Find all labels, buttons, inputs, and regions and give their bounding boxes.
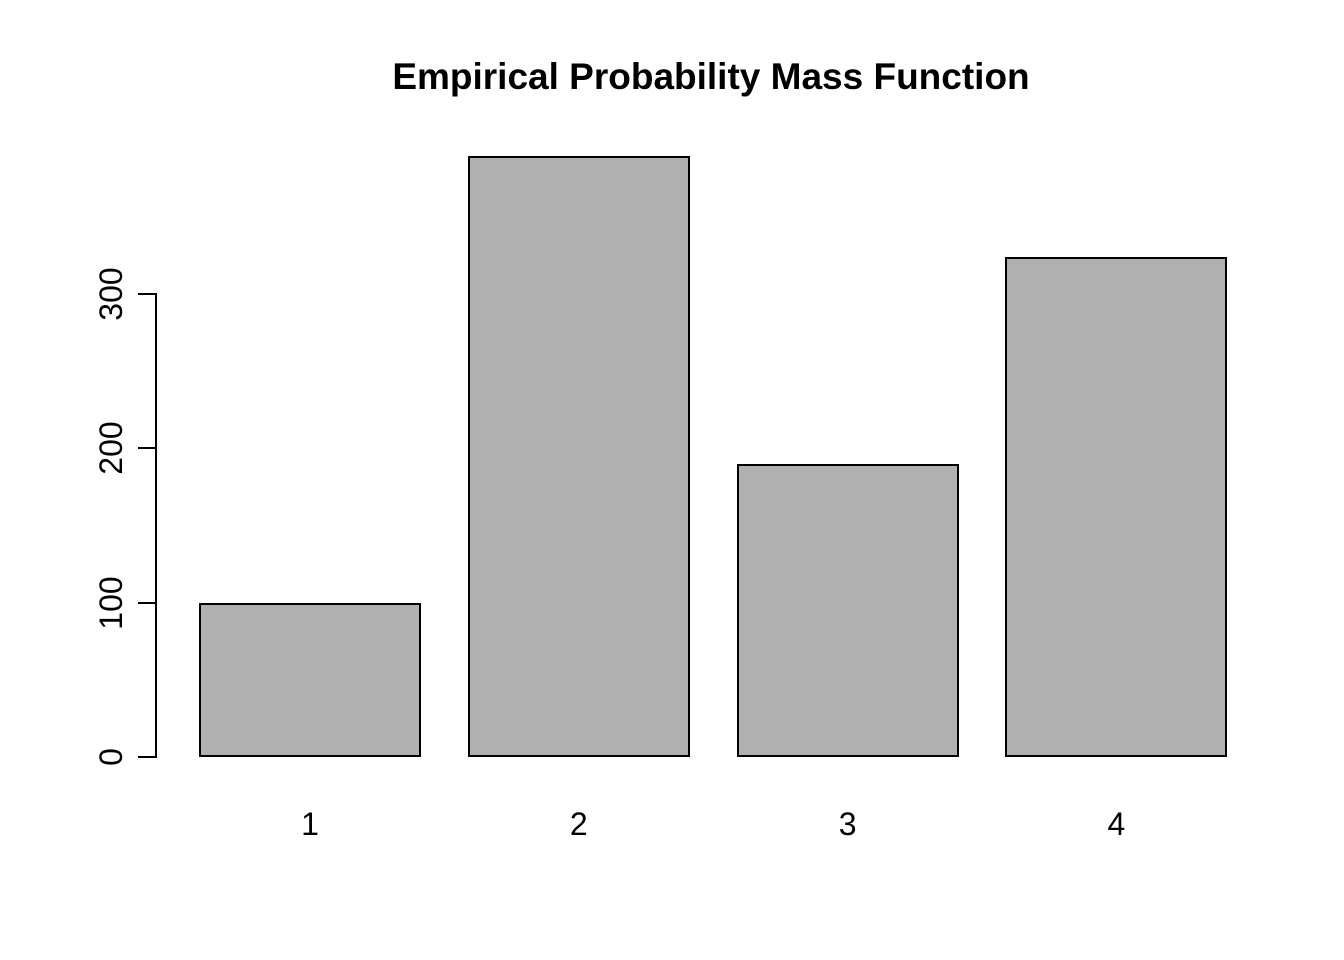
bar-4 xyxy=(1005,256,1228,757)
x-axis-label-1: 1 xyxy=(301,806,319,842)
y-axis-tick xyxy=(138,292,156,295)
y-axis-tick-label: 200 xyxy=(93,421,129,475)
y-axis-tick-label: 0 xyxy=(93,748,129,766)
bar-1 xyxy=(199,602,421,757)
bar-2 xyxy=(467,156,690,757)
y-axis-line xyxy=(155,292,157,758)
x-axis-label-2: 2 xyxy=(569,806,588,842)
y-axis-tick-label: 100 xyxy=(93,575,129,630)
bar-3 xyxy=(736,463,959,757)
y-axis-tick xyxy=(138,756,156,758)
x-axis-label-3: 3 xyxy=(838,806,857,842)
y-axis-tick-label: 300 xyxy=(93,266,129,321)
chart-title: Empirical Probability Mass Function xyxy=(392,56,1030,97)
y-axis-tick xyxy=(138,601,156,604)
x-axis-label-4: 4 xyxy=(1107,806,1126,842)
y-axis-tick xyxy=(138,447,156,450)
